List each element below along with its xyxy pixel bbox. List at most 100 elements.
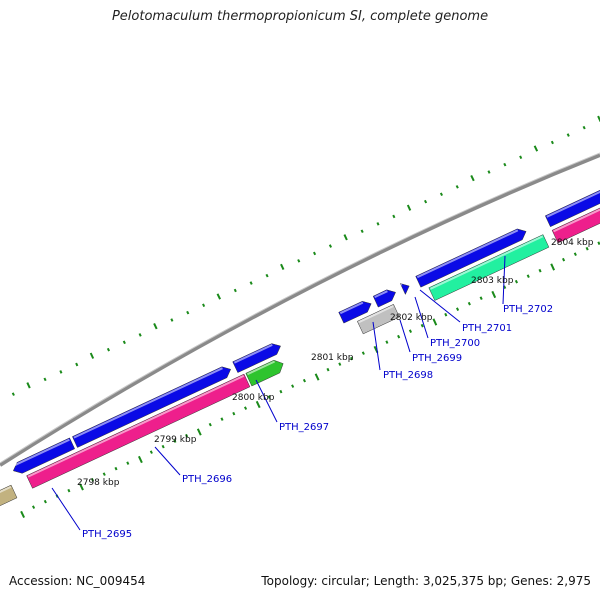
gene-label-pth-2702[interactable]: PTH_2702: [503, 304, 553, 315]
outer-tick: [233, 288, 237, 293]
outer-tick: [487, 170, 491, 174]
outer-tick: [360, 229, 364, 234]
leader-line: [51, 487, 81, 531]
outer-tick: [11, 392, 15, 396]
backbone-highlight: [0, 152, 600, 464]
inner-tick: [114, 466, 118, 471]
feature-green: [245, 359, 284, 387]
inner-tick: [31, 505, 36, 509]
inner-tick: [420, 323, 424, 328]
genome-summary-text: Topology: circular; Length: 3,025,375 bp…: [261, 574, 591, 588]
feature-blue-3: [232, 343, 281, 373]
feature-mint: [428, 234, 550, 301]
outer-tick: [153, 322, 158, 330]
kbp-label: 2800 kbp: [232, 393, 275, 403]
inner-tick: [291, 384, 295, 388]
outer-tick: [328, 244, 333, 248]
inner-tick: [455, 307, 460, 312]
outer-tick: [186, 310, 190, 315]
outer-tick: [312, 251, 317, 256]
leader-line: [255, 379, 278, 423]
leader-line: [154, 446, 181, 476]
feature-blue-6: [399, 283, 410, 295]
feature-blue-2: [72, 366, 232, 448]
inner-tick: [20, 510, 26, 519]
inner-tick: [585, 246, 589, 251]
inner-tick: [538, 268, 542, 273]
outer-tick: [533, 145, 539, 152]
inner-tick: [232, 411, 236, 416]
outer-tick: [343, 234, 348, 241]
feature-gray: [356, 303, 400, 335]
inner-tick: [432, 318, 438, 326]
inner-tick: [314, 373, 320, 381]
inner-tick: [149, 450, 153, 454]
inner-tick: [479, 296, 483, 301]
inner-tick: [67, 488, 71, 493]
kbp-label: 2803 kbp: [471, 276, 514, 286]
inner-tick: [185, 433, 189, 438]
inner-tick: [550, 263, 556, 271]
gene-label-pth-2695[interactable]: PTH_2695: [82, 529, 132, 540]
inner-tick: [467, 301, 471, 306]
gene-label-pth-2700[interactable]: PTH_2700: [430, 338, 480, 349]
label-leaders: [51, 255, 506, 531]
outer-tick: [582, 125, 586, 130]
inner-tick: [561, 257, 566, 262]
outer-tick: [566, 133, 570, 137]
feature-pink-1: [26, 373, 251, 489]
outer-tick: [138, 333, 142, 337]
outer-tick: [202, 303, 206, 308]
outer-tick: [597, 115, 600, 123]
feature-blue-5: [372, 289, 396, 308]
kbp-labels: 2798 kbp 2799 kbp 2800 kbp 2801 kbp 2802 kbp…: [77, 238, 594, 488]
gene-label-pth-2696[interactable]: PTH_2696: [182, 474, 232, 485]
outer-tick: [43, 377, 47, 382]
gene-label-pth-2699[interactable]: PTH_2699: [412, 353, 462, 364]
inner-tick: [43, 499, 47, 504]
gene-labels: PTH_2695 PTH_2696 PTH_2697 PTH_2698 PTH_2699…: [82, 304, 553, 540]
inner-tick: [349, 356, 354, 361]
inner-tick: [514, 279, 519, 284]
feature-blue-1: [11, 437, 76, 474]
outer-tick: [392, 214, 396, 219]
leader-line: [419, 289, 461, 323]
feature-blue-8: [544, 189, 600, 228]
outer-tick: [297, 259, 301, 263]
outer-tick: [423, 199, 428, 204]
inner-tick: [90, 477, 95, 482]
outer-tick: [170, 318, 174, 322]
inner-tick: [491, 290, 497, 299]
inner-tick: [573, 252, 577, 257]
outer-tick: [249, 281, 253, 285]
inner-tick: [161, 444, 165, 449]
kbp-label: 2804 kbp: [551, 238, 594, 248]
inner-tick: [255, 400, 261, 409]
inner-tick: [267, 395, 271, 399]
accession-text: Accession: NC_009454: [9, 574, 146, 588]
outer-tick: [439, 192, 444, 197]
leader-line: [399, 319, 411, 353]
inner-tick: [243, 406, 248, 410]
inner-tick: [302, 378, 307, 383]
outer-tick: [470, 174, 475, 182]
outer-tick: [89, 352, 95, 359]
feature-blue-7: [415, 228, 527, 288]
outer-tick: [550, 140, 554, 145]
inner-tick: [408, 329, 413, 334]
backbone-line: [0, 153, 600, 467]
inner-tick: [597, 241, 600, 245]
gene-label-pth-2697[interactable]: PTH_2697: [279, 422, 329, 433]
outer-tick: [503, 162, 507, 167]
gene-label-pth-2701[interactable]: PTH_2701: [462, 323, 512, 334]
leader-line: [372, 321, 381, 371]
inner-tick: [279, 389, 283, 394]
inner-tick: [137, 455, 143, 464]
gene-label-pth-2698[interactable]: PTH_2698: [383, 370, 433, 381]
kbp-label: 2802 kbp: [390, 313, 433, 323]
inner-tick: [220, 417, 224, 421]
outer-tick: [519, 155, 523, 160]
outer-tick: [75, 362, 79, 367]
kbp-label: 2798 kbp: [77, 478, 120, 488]
